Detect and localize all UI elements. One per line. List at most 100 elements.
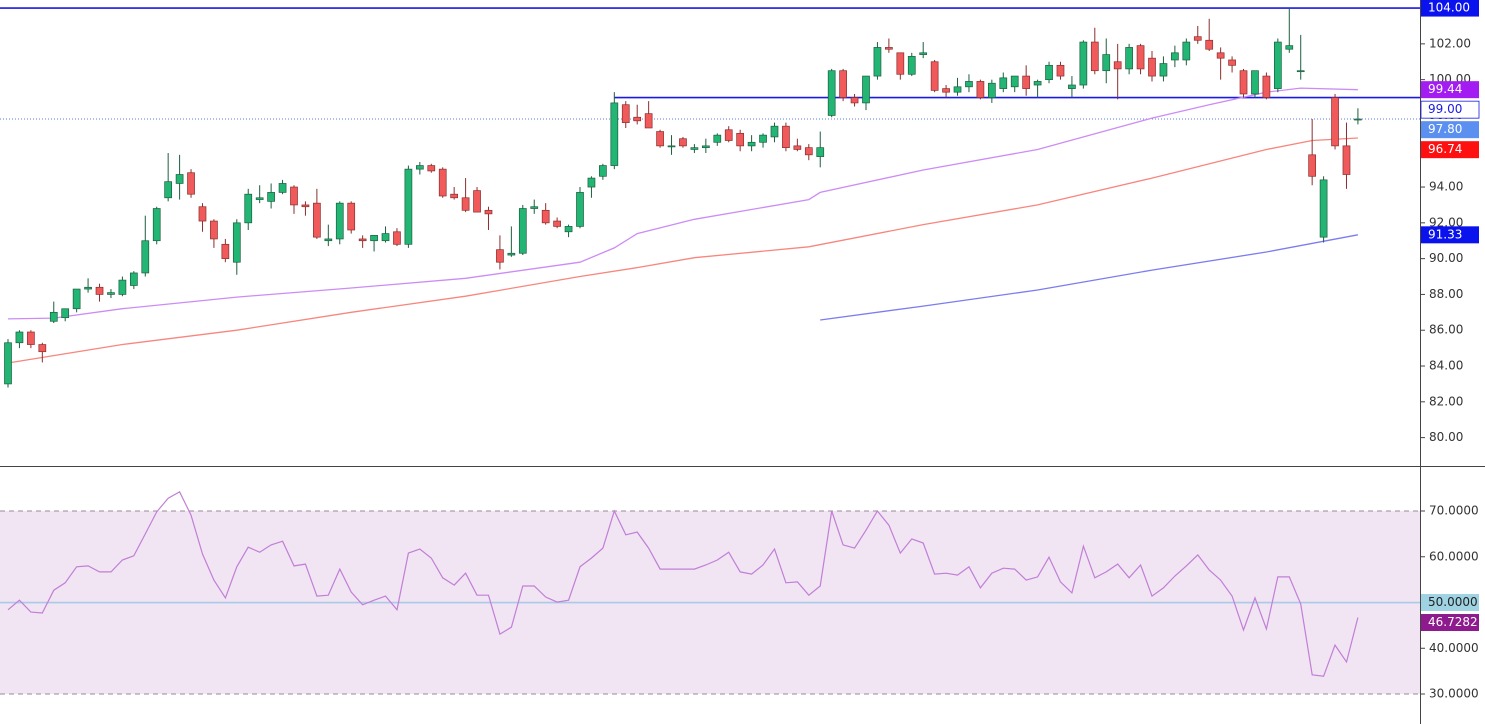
candle-body	[290, 186, 298, 206]
candle-body	[564, 226, 573, 233]
candle-body	[232, 222, 241, 263]
candle-body	[335, 202, 344, 240]
price-badge	[1421, 614, 1479, 632]
y-tick-label: 40.0000	[1429, 641, 1479, 655]
rsi-line	[7, 490, 1359, 677]
price-badge-label: 104.00	[1428, 1, 1470, 15]
candle-body	[610, 102, 619, 166]
candle-body	[1342, 145, 1351, 175]
candle-body	[61, 308, 70, 319]
y-tick-label: 60.0000	[1429, 549, 1479, 563]
price-badge	[1421, 121, 1479, 139]
candle-body	[1308, 154, 1317, 177]
y-tick-label: 88.00	[1429, 287, 1463, 301]
candle-body	[667, 145, 676, 148]
candle-body	[747, 141, 756, 147]
candle-body	[1090, 41, 1099, 72]
candle-body	[1216, 52, 1225, 59]
candle-body	[164, 181, 173, 199]
candle-body	[1056, 64, 1065, 77]
candle-body	[507, 252, 516, 256]
candle-body	[1079, 41, 1088, 86]
level-lines	[0, 7, 1420, 120]
candle-body	[393, 231, 401, 245]
candle-body	[381, 233, 390, 242]
candle-body	[553, 220, 561, 227]
y-tick-label: 82.00	[1429, 394, 1463, 408]
y-tick-label: 30.0000	[1429, 687, 1479, 701]
candle-body	[679, 138, 687, 147]
candle-body	[244, 193, 253, 224]
candle-body	[850, 97, 859, 104]
y-tick-label: 102.00	[1429, 36, 1471, 50]
candle-body	[1193, 36, 1202, 41]
candle-body	[1251, 70, 1259, 95]
candle-body	[919, 52, 928, 55]
price-badge	[1421, 594, 1479, 612]
y-tick-label: 70.0000	[1429, 504, 1479, 518]
price-badge	[1421, 226, 1479, 244]
price-badge-label: 50.0000	[1428, 595, 1478, 609]
candle-body	[415, 165, 424, 170]
candle-body	[770, 125, 779, 138]
rsi-axis: 30.0000 40.0000 60.0000 70.0000	[1420, 504, 1479, 701]
candle-body	[1125, 47, 1133, 70]
y-tick-label: 86.00	[1429, 323, 1463, 337]
candle-body	[450, 193, 459, 199]
price-badge	[1421, 141, 1479, 159]
candle-body	[118, 279, 127, 295]
candle-body	[576, 192, 584, 227]
price-badge-label: 91.33	[1428, 227, 1462, 241]
candle-body	[210, 220, 218, 240]
candle-body	[633, 116, 642, 122]
candle-body	[152, 208, 161, 242]
candle-body	[404, 168, 413, 245]
candle-body	[438, 168, 447, 197]
price-badge	[1420, 100, 1480, 119]
candle-body	[1148, 57, 1156, 77]
candle-body	[965, 81, 973, 88]
candle-body	[804, 147, 813, 156]
candle-body	[1033, 81, 1042, 86]
candle-body	[782, 125, 790, 149]
candle-body	[38, 344, 47, 353]
candle-body	[1296, 70, 1305, 73]
price-badge	[1421, 0, 1479, 17]
candle-body	[358, 238, 367, 242]
candle-body	[1113, 61, 1122, 70]
indicator-lines	[7, 87, 1359, 364]
candle-body	[1045, 64, 1053, 80]
candle-body	[862, 75, 870, 104]
candle-body	[1273, 41, 1282, 89]
y-tick-label: 94.00	[1429, 180, 1463, 194]
candle-body	[15, 331, 24, 344]
candle-body	[1136, 45, 1145, 70]
candle-body	[1102, 54, 1111, 72]
candle-body	[1022, 75, 1031, 89]
candle-body	[4, 342, 12, 385]
candle-body	[736, 132, 745, 147]
candle-body	[1010, 75, 1019, 88]
candle-body	[267, 192, 275, 202]
candle-body	[175, 174, 184, 184]
candle-body	[987, 82, 996, 98]
candle-body	[187, 172, 195, 195]
rsi-line	[7, 490, 1359, 677]
moving-average	[820, 234, 1359, 321]
candle-body	[999, 77, 1008, 89]
candle-body	[541, 209, 550, 224]
y-tick-label: 90.00	[1429, 251, 1463, 265]
price-badges: 104.00 99.44 99.00 97.80 96.74 91.33	[1420, 0, 1480, 244]
candle-body	[942, 88, 950, 93]
candle-body	[301, 204, 310, 208]
candle-body	[690, 147, 699, 150]
rsi-badges: 50.0000 46.7282	[1421, 594, 1479, 632]
candle-body	[1228, 59, 1236, 66]
candle-body	[1262, 75, 1271, 98]
candle-body	[976, 81, 985, 98]
candle-body	[1205, 39, 1214, 50]
candle-body	[198, 206, 207, 222]
candle-body	[644, 113, 653, 129]
price-badge-label: 46.7282	[1428, 615, 1478, 629]
candle-body	[621, 104, 630, 123]
